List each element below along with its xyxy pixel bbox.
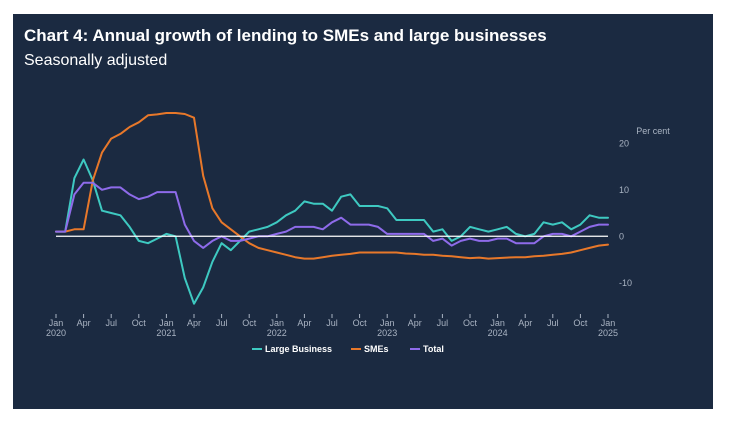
x-tick-year-label: 2023 — [377, 328, 397, 338]
y-axis-unit-label: Per cent — [636, 126, 670, 136]
x-tick-label: Jan — [159, 318, 174, 328]
x-tick-label: Apr — [77, 318, 91, 328]
y-tick-label: -10 — [619, 278, 632, 288]
x-tick-label: Jan — [270, 318, 285, 328]
x-tick-label: Jul — [437, 318, 449, 328]
x-tick-label: Jul — [547, 318, 559, 328]
y-tick-label: 10 — [619, 185, 629, 195]
chart-title: Chart 4: Annual growth of lending to SME… — [24, 26, 547, 45]
y-tick-label: 20 — [619, 138, 629, 148]
y-tick-label: 0 — [619, 231, 624, 241]
x-tick-label: Jul — [326, 318, 338, 328]
series-line-smes — [55, 112, 609, 260]
x-tick-label: Jul — [105, 318, 117, 328]
series-line-large-business — [55, 158, 609, 305]
chart-subtitle: Seasonally adjusted — [24, 52, 168, 69]
legend-label: SMEs — [364, 344, 389, 354]
x-tick-label: Apr — [297, 318, 311, 328]
legend-label: Large Business — [265, 344, 332, 354]
x-tick-label: Oct — [463, 318, 478, 328]
x-tick-label: Jul — [216, 318, 228, 328]
x-tick-label: Oct — [132, 318, 147, 328]
x-tick-year-label: 2021 — [156, 328, 176, 338]
x-tick-label: Jan — [601, 318, 616, 328]
x-tick-year-label: 2025 — [598, 328, 618, 338]
x-tick-year-label: 2024 — [488, 328, 508, 338]
legend-label: Total — [423, 344, 444, 354]
series-line-total — [55, 181, 609, 249]
x-tick-label: Oct — [573, 318, 588, 328]
x-tick-label: Apr — [408, 318, 422, 328]
x-tick-year-label: 2022 — [267, 328, 287, 338]
x-tick-year-label: 2020 — [46, 328, 66, 338]
x-tick-label: Jan — [49, 318, 64, 328]
x-tick-label: Jan — [490, 318, 505, 328]
x-tick-label: Apr — [187, 318, 201, 328]
x-tick-label: Apr — [518, 318, 532, 328]
chart-panel — [13, 14, 713, 409]
x-tick-label: Jan — [380, 318, 395, 328]
x-tick-label: Oct — [353, 318, 368, 328]
x-tick-label: Oct — [242, 318, 257, 328]
